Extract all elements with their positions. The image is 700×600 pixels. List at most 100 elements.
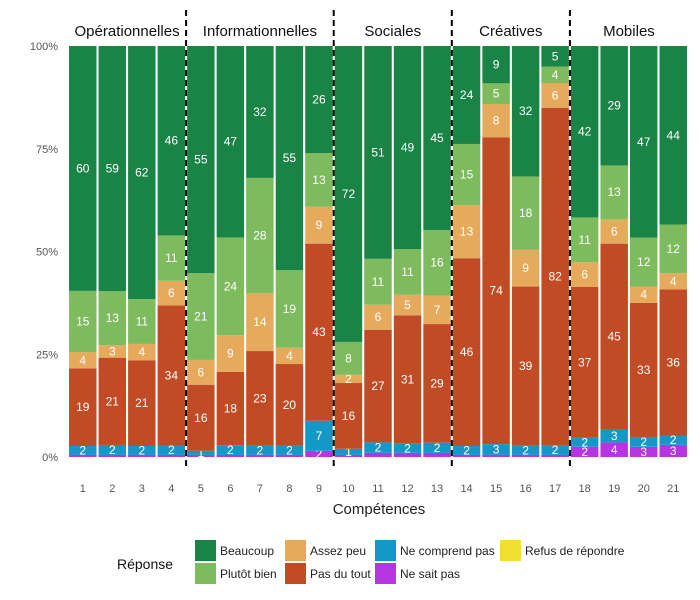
- bar-segment: [69, 368, 97, 446]
- bar-segment: [541, 66, 569, 84]
- bar-segment: [482, 454, 510, 457]
- bar-column: 2 46 13 15 24: [452, 46, 481, 457]
- legend-swatch: [285, 563, 306, 584]
- bar-segment: [393, 249, 422, 295]
- data-label: 2: [640, 435, 647, 449]
- data-label: 55: [283, 151, 297, 165]
- data-label: 46: [460, 345, 474, 359]
- data-label: 34: [165, 368, 179, 382]
- bar-column: 2 19 4 15 60: [69, 46, 97, 457]
- x-tick-label: 1: [80, 483, 86, 495]
- bar-segment: [216, 445, 245, 455]
- x-tick-label: 2: [109, 483, 115, 495]
- data-label: 4: [79, 353, 86, 367]
- x-tick-label: 20: [638, 483, 650, 495]
- bar-segment: [629, 302, 658, 438]
- bar-segment: [423, 442, 451, 453]
- bar-segment: [423, 295, 451, 325]
- bar-segment: [305, 450, 333, 457]
- data-label: 3: [611, 429, 618, 443]
- legend-label: Plutôt bien: [220, 567, 277, 581]
- bar-segment: [393, 46, 422, 250]
- data-label: 6: [611, 224, 618, 238]
- legend-item: Refus de répondre: [500, 540, 625, 561]
- data-label: 16: [194, 411, 208, 425]
- bar-segment: [393, 315, 422, 444]
- data-label: 2: [345, 372, 352, 386]
- bar-segment: [511, 286, 540, 446]
- legend-label: Pas du tout: [310, 567, 371, 581]
- x-tick-label: 9: [316, 483, 322, 495]
- bar-segment: [600, 165, 628, 219]
- bar-segment: [216, 237, 245, 336]
- x-tick-label: 19: [608, 483, 620, 495]
- legend-label: Beaucoup: [220, 544, 274, 558]
- data-label: 12: [637, 255, 651, 269]
- data-label: 3: [493, 443, 500, 457]
- data-label: 27: [371, 379, 385, 393]
- data-label: 82: [548, 269, 562, 283]
- x-tick-label: 14: [460, 483, 472, 495]
- data-label: 6: [198, 365, 205, 379]
- bar-segment: [334, 448, 363, 455]
- data-label: 4: [552, 68, 559, 82]
- data-label: 2: [286, 443, 293, 457]
- data-label: 51: [371, 145, 385, 159]
- bar-column: 2 18 9 24 47: [216, 46, 245, 457]
- data-label: 1: [345, 445, 352, 459]
- bar-segment: [157, 454, 186, 457]
- bar-segment: [452, 454, 481, 457]
- data-label: 31: [401, 373, 415, 387]
- bar-segment: [541, 107, 569, 446]
- group-labels: Opérationnelles Informationnelles Sociales…: [75, 23, 655, 40]
- data-label: 4: [611, 443, 618, 457]
- bar-segment: [541, 46, 569, 67]
- data-label: 13: [106, 311, 120, 325]
- data-label: 16: [430, 256, 444, 270]
- bar-segment: [157, 46, 186, 236]
- bar-column: 43 45 6 13 29: [600, 46, 628, 457]
- bar-segment: [452, 205, 481, 259]
- legend-item: Ne comprend pas: [375, 540, 495, 561]
- bar-segment: [482, 46, 510, 84]
- data-label: 16: [342, 409, 356, 423]
- bars: 2194156022131359221411622346114611662155…: [69, 46, 687, 461]
- bar-segment: [334, 374, 363, 384]
- bar-segment: [246, 293, 274, 352]
- data-label: 6: [168, 286, 175, 300]
- data-label: 2: [522, 443, 529, 457]
- bar-segment: [570, 286, 599, 438]
- bar-column: 1 16 2 8 72: [334, 46, 363, 459]
- data-label: 43: [312, 325, 326, 339]
- data-label: 39: [519, 359, 533, 373]
- data-label: 11: [401, 265, 414, 279]
- data-label: 5: [493, 87, 500, 101]
- bar-segment: [246, 46, 274, 178]
- bar-segment: [98, 46, 127, 292]
- data-label: 28: [253, 229, 267, 243]
- bar-segment: [600, 442, 628, 457]
- bar-segment: [305, 420, 333, 451]
- x-tick-label: 7: [257, 483, 263, 495]
- data-label: 2: [257, 443, 264, 457]
- bar-segment: [600, 243, 628, 429]
- bar-segment: [187, 46, 215, 274]
- data-label: 7: [316, 429, 323, 443]
- bar-segment: [452, 143, 481, 206]
- bar-segment: [570, 446, 599, 457]
- y-axis: 0% 25% 50% 75% 100%: [30, 41, 58, 464]
- data-label: 29: [430, 376, 444, 390]
- data-label: 3: [670, 444, 677, 458]
- data-label: 2: [109, 443, 116, 457]
- bar-segment: [364, 304, 392, 330]
- legend-swatch: [500, 540, 521, 561]
- bar-column: 2 7 43 9 13 26: [305, 46, 333, 461]
- data-label: 18: [519, 206, 533, 220]
- data-label: 29: [608, 99, 622, 113]
- data-label: 18: [224, 402, 238, 416]
- data-label: 4: [670, 274, 677, 288]
- bar-segment: [541, 445, 569, 455]
- bar-segment: [511, 454, 540, 457]
- legend-swatch: [375, 563, 396, 584]
- data-label: 2: [227, 443, 234, 457]
